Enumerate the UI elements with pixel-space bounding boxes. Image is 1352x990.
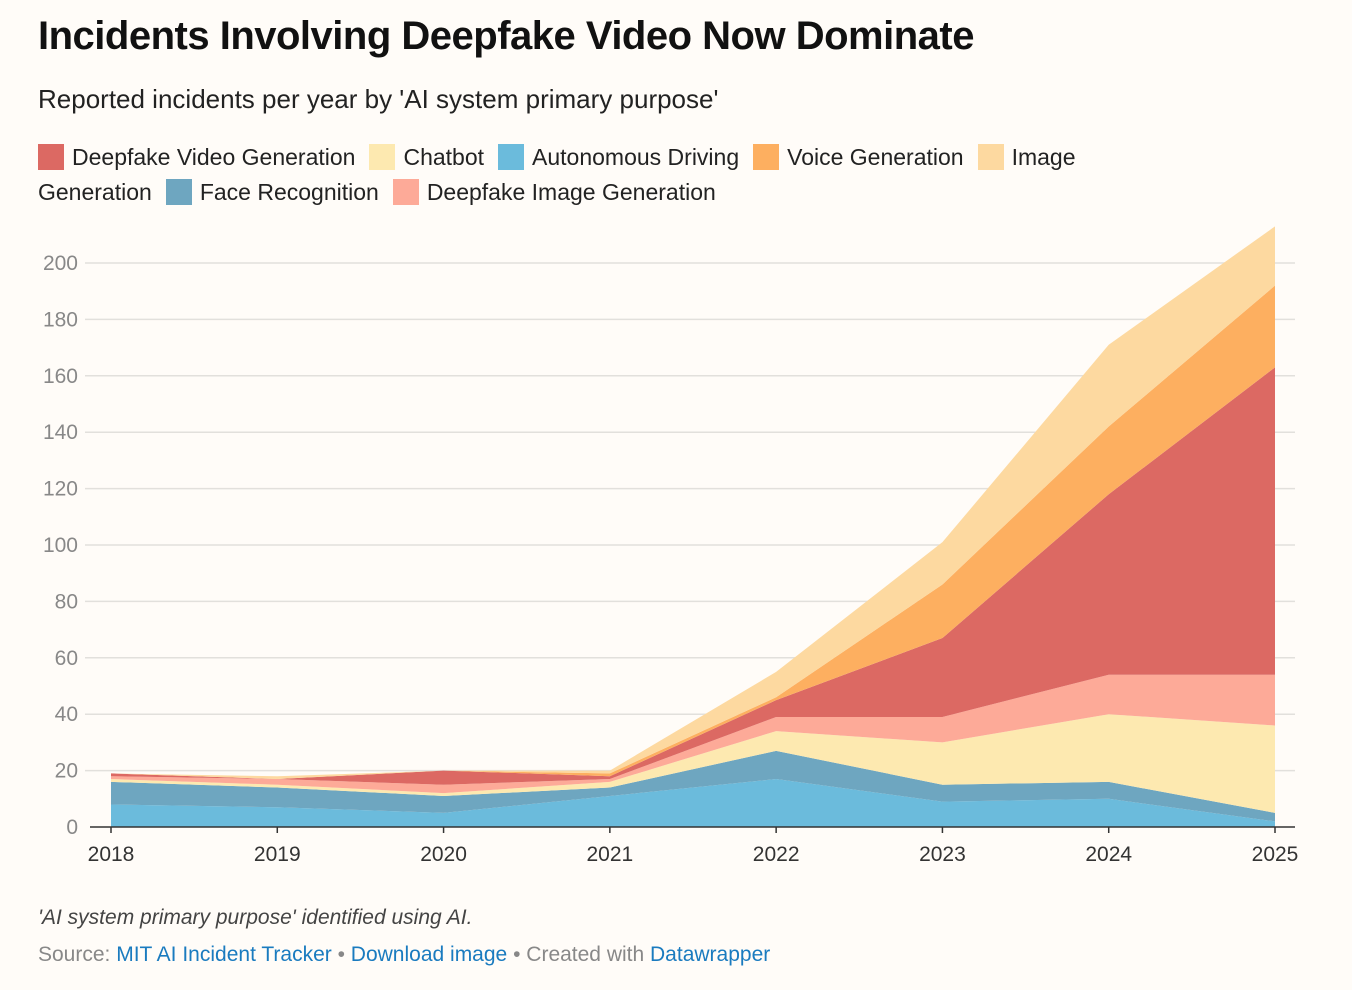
y-tick-label: 100 (43, 534, 78, 557)
x-tick-label: 2024 (1085, 843, 1132, 866)
y-tick-label: 40 (55, 703, 78, 726)
x-axis: 2018 2019 2020 2021 2022 2023 2024 2025 (88, 826, 1299, 866)
y-tick-label: 160 (43, 365, 78, 388)
created-with-label: Created with (526, 943, 645, 966)
y-tick-label: 20 (55, 760, 78, 783)
legend-item-autonomous-driving: Autonomous Driving (498, 144, 739, 170)
chart-note: 'AI system primary purpose' identified u… (38, 906, 473, 929)
separator-dot: • (337, 943, 345, 966)
area-chatbot (111, 714, 1275, 813)
y-tick-label: 0 (66, 816, 78, 839)
chart-subtitle: Reported incidents per year by 'AI syste… (38, 84, 719, 114)
legend-label: Image Generation (38, 144, 1076, 205)
download-image-link[interactable]: Download image (350, 943, 508, 966)
legend-label: Chatbot (403, 144, 485, 170)
legend-swatch (38, 144, 64, 170)
legend-item-image-generation: Image Generation (38, 144, 1076, 205)
x-tick-label: 2018 (88, 843, 135, 866)
chart-footer: Source: MIT AI Incident Tracker • Downlo… (38, 943, 770, 967)
legend-item-face-recognition: Face Recognition (165, 179, 379, 205)
y-tick-label: 140 (43, 421, 78, 444)
x-tick-label: 2020 (420, 843, 467, 866)
x-tick-label: 2025 (1252, 843, 1299, 866)
y-tick-label: 80 (55, 590, 78, 613)
legend: Deepfake Video Generation Chatbot Autonomo… (38, 140, 1158, 210)
gridlines (85, 262, 1295, 772)
source-label: Source: (38, 943, 111, 966)
legend-label: Deepfake Video Generation (72, 144, 356, 170)
area-deepfake-image-generation (111, 674, 1275, 794)
stacked-area-chart: 0 20 40 60 80 100 120 140 160 180 200 2018 2019 2020… (43, 226, 1299, 866)
separator-dot: • (513, 943, 521, 966)
legend-item-voice-generation: Voice Generation (753, 144, 964, 170)
area-voice-generation (111, 285, 1275, 780)
legend-swatch (977, 144, 1004, 170)
legend-item-chatbot: Chatbot (369, 144, 484, 170)
legend-item-deepfake-image-generation: Deepfake Image Generation (392, 179, 716, 205)
legend-swatch (369, 144, 396, 170)
area-series (111, 226, 1275, 827)
legend-label: Face Recognition (199, 179, 379, 205)
source-link[interactable]: MIT AI Incident Tracker (116, 943, 332, 966)
y-tick-label: 180 (43, 308, 78, 331)
x-tick-label: 2019 (254, 843, 301, 866)
chart-title: Incidents Involving Deepfake Video Now D… (38, 14, 974, 58)
legend-label: Voice Generation (787, 144, 964, 170)
legend-swatch (392, 179, 419, 205)
legend-swatch (498, 144, 525, 170)
x-tick-label: 2022 (753, 843, 800, 866)
y-tick-label: 120 (43, 478, 78, 501)
legend-swatch (753, 144, 780, 170)
x-tick-label: 2021 (586, 843, 633, 866)
y-axis: 0 20 40 60 80 100 120 140 160 180 200 (43, 252, 78, 839)
area-autonomous-driving (111, 779, 1275, 827)
legend-swatch (165, 179, 192, 205)
datawrapper-link[interactable]: Datawrapper (650, 943, 771, 966)
legend-label: Deepfake Image Generation (426, 179, 716, 205)
area-face-recognition (111, 750, 1275, 822)
legend-item-deepfake-video-generation: Deepfake Video Generation (38, 144, 355, 170)
y-tick-label: 200 (43, 252, 78, 275)
y-tick-label: 60 (55, 647, 78, 670)
legend-label: Autonomous Driving (532, 144, 740, 170)
x-tick-label: 2023 (919, 843, 966, 866)
area-deepfake-video-generation (111, 367, 1275, 785)
